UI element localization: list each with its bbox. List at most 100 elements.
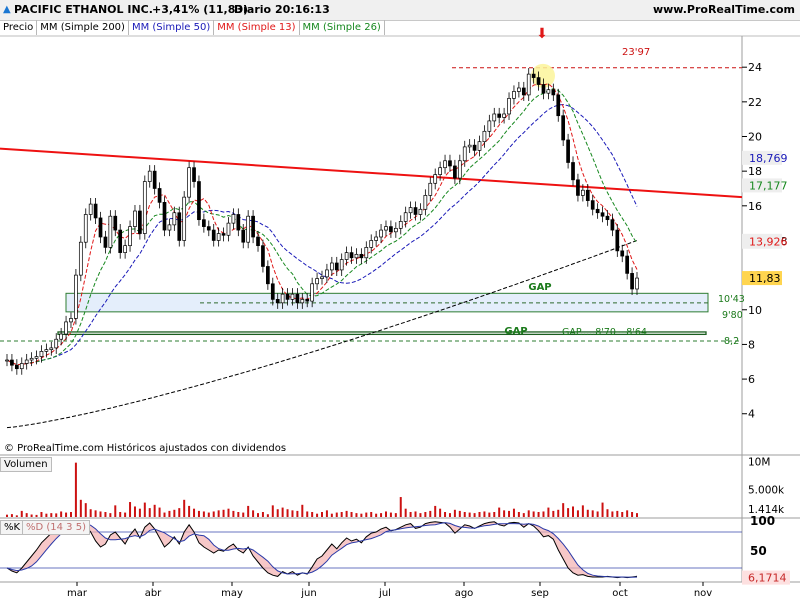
candle-body [374, 236, 378, 241]
candle-body [251, 215, 255, 238]
candle-body [369, 240, 374, 248]
candle-body [305, 299, 310, 302]
price-change: +3,41% (11,83) [152, 3, 249, 16]
candle-body [605, 215, 610, 221]
stoch-d-line [6, 522, 638, 578]
candle-body [172, 212, 177, 226]
legend-ma50[interactable]: MM (Simple 50) [129, 20, 215, 35]
candle-body [635, 277, 639, 290]
candle-body [167, 224, 172, 231]
stoch-value-box [742, 570, 790, 585]
candle-body [39, 351, 44, 357]
stoch-d-label[interactable]: %D (14 3 5) [22, 520, 90, 535]
x-month-label: jul [378, 588, 391, 599]
candle-body [315, 278, 319, 285]
candle-body [162, 201, 167, 231]
copyright-text: © ProRealTime.com Históricos ajustados c… [4, 442, 286, 454]
stoch-k-line [6, 521, 638, 579]
ma50-line [6, 103, 638, 366]
volume-panel-label[interactable]: Volumen [0, 457, 52, 472]
candle-body [453, 165, 457, 179]
gap-upper-label: GAP [528, 282, 551, 293]
candle-body [334, 262, 339, 271]
candle-body [526, 73, 531, 96]
ma13-line [6, 83, 638, 366]
candle-body [256, 236, 260, 247]
candle-body [423, 195, 428, 210]
gap-upper-top-label: 10'43 [718, 294, 745, 305]
candle-body [10, 359, 14, 366]
symbol-name: PACIFIC ETHANOL INC. [14, 3, 153, 16]
candle-body [477, 141, 482, 151]
candle-body [492, 113, 497, 122]
candle-body [192, 167, 196, 182]
candle-body [531, 73, 536, 78]
candle-body [521, 87, 526, 96]
legend-ma26[interactable]: MM (Simple 26) [300, 20, 385, 35]
ma13-value-box [742, 234, 782, 249]
candle-body [310, 283, 315, 302]
legend-ma200[interactable]: MM (Simple 200) [37, 20, 129, 35]
candle-body [384, 226, 388, 231]
candle-body [59, 333, 63, 340]
x-month-label: ago [455, 588, 474, 599]
candle-body [551, 89, 556, 96]
ma200-line [6, 240, 638, 429]
x-month-label: may [221, 588, 243, 599]
candle-body [182, 196, 187, 241]
candle-body [152, 170, 157, 189]
candle-body [512, 91, 516, 99]
candle-body [393, 227, 398, 233]
candle-body [147, 170, 152, 182]
candle-body [69, 318, 73, 323]
candle-body [231, 214, 236, 224]
candle-body [113, 215, 118, 231]
stoch-k-label[interactable]: %K [0, 520, 25, 535]
y-tick-label: 8 [748, 338, 755, 351]
support-level-label: 8,2 [724, 336, 739, 347]
peak-arrow-icon: ⬇ [536, 26, 548, 42]
candle-body [571, 162, 575, 181]
candle-body [448, 160, 452, 167]
candle-body [517, 87, 521, 92]
candle-body [29, 357, 34, 361]
candle-body [300, 299, 305, 304]
candle-body [546, 89, 551, 94]
candle-body [344, 252, 349, 260]
x-month-label: oct [612, 588, 628, 599]
peak-level-label: 23'97 [622, 47, 650, 58]
legend-ma13[interactable]: MM (Simple 13) [214, 20, 300, 35]
timeframe[interactable]: Diario [234, 3, 272, 16]
stoch-tick-label: 50 [750, 544, 767, 558]
gap-lower-text: GAP.....8'70---8'64 [562, 327, 647, 338]
candle-body [329, 262, 334, 271]
candle-body [118, 229, 123, 253]
candle-body [285, 293, 290, 300]
stoch-tick-label: 100 [750, 514, 775, 528]
legend-price[interactable]: Precio [0, 20, 38, 35]
x-month-label: nov [694, 588, 712, 599]
candle-body [625, 255, 630, 274]
gap-zone-upper [65, 292, 709, 313]
candle-body [216, 233, 221, 241]
candle-body [457, 160, 462, 179]
candle-body [270, 283, 275, 300]
candle-body [566, 139, 570, 163]
candle-body [236, 214, 241, 231]
candle-body [266, 266, 270, 285]
candle-body [226, 222, 231, 236]
candle-body [462, 146, 467, 162]
candle-body [581, 189, 585, 196]
candle-body [133, 210, 137, 227]
candle-body [5, 359, 9, 362]
indicator-legend: Precio MM (Simple 200) MM (Simple 50) MM (S… [0, 20, 385, 35]
site-url[interactable]: www.ProRealTime.com [652, 3, 795, 16]
stoch-fill [7, 521, 637, 578]
ma26-value-text: 17,177 [749, 179, 788, 192]
candle-body [108, 215, 113, 248]
last-price-box [742, 271, 782, 286]
gap-upper-bottom-label: 9'80 [722, 310, 743, 321]
candle-body [83, 214, 88, 243]
candle-body [472, 144, 477, 151]
